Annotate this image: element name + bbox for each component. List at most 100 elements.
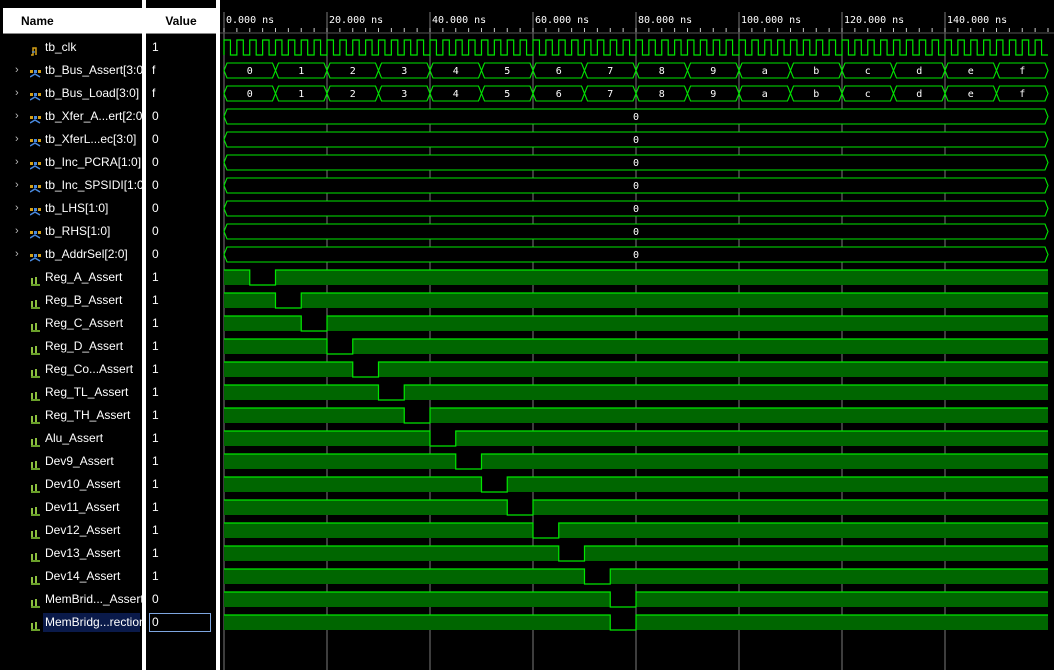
expand-chevron-icon[interactable]: › xyxy=(15,156,19,168)
name-column: Name tb_clk › tb_Bus_Assert[3:0] › tb_Bus_Lo… xyxy=(0,0,142,670)
signal-value-row[interactable]: 0 xyxy=(146,128,216,151)
expand-chevron-icon[interactable]: › xyxy=(15,202,19,214)
signal-name-row[interactable]: › tb_XferL...ec[3:0] xyxy=(0,128,142,151)
bus-segment-value: a xyxy=(762,66,768,77)
signal-name-row[interactable]: › tb_AddrSel[2:0] xyxy=(0,243,142,266)
expand-chevron-icon[interactable]: › xyxy=(15,133,19,145)
signal-value-row[interactable]: 1 xyxy=(146,36,216,59)
signal-name-row[interactable]: Reg_D_Assert xyxy=(0,335,142,358)
signal-value-row[interactable]: 1 xyxy=(146,335,216,358)
signal-name-row[interactable]: tb_clk xyxy=(0,36,142,59)
wave-splitter[interactable] xyxy=(216,0,220,670)
signal-name: Reg_TL_Assert xyxy=(45,385,129,399)
signal-name-row[interactable]: › tb_Bus_Load[3:0] xyxy=(0,82,142,105)
signal-value-row[interactable]: 1 xyxy=(146,519,216,542)
bit-waveform xyxy=(224,591,1048,608)
signal-name-row[interactable]: Reg_TH_Assert xyxy=(0,404,142,427)
signal-value: 1 xyxy=(152,500,159,514)
bus-segment-value: 5 xyxy=(504,66,510,77)
signal-value: 1 xyxy=(152,477,159,491)
expand-chevron-icon[interactable]: › xyxy=(15,179,19,191)
signal-name-row[interactable]: Dev14_Assert xyxy=(0,565,142,588)
signal-value-row[interactable]: 0 xyxy=(146,174,216,197)
signal-value: 1 xyxy=(152,546,159,560)
signal-name: tb_XferL...ec[3:0] xyxy=(45,132,137,146)
signal-name-row[interactable]: Dev10_Assert xyxy=(0,473,142,496)
signal-name-row[interactable]: › tb_Bus_Assert[3:0] xyxy=(0,59,142,82)
signal-value-row[interactable]: 0 xyxy=(146,243,216,266)
bit-waveform xyxy=(224,430,1048,447)
bit-signal-icon xyxy=(30,410,41,424)
signal-name-row[interactable]: Reg_A_Assert xyxy=(0,266,142,289)
bit-waveform xyxy=(224,292,1048,309)
bus-signal-icon xyxy=(29,134,41,147)
signal-name-row[interactable]: Dev11_Assert xyxy=(0,496,142,519)
signal-value: 1 xyxy=(152,408,159,422)
bus-segment-value: c xyxy=(865,89,871,100)
expand-chevron-icon[interactable]: › xyxy=(15,110,19,122)
signal-value-row[interactable]: 1 xyxy=(146,266,216,289)
signal-value-row[interactable]: 1 xyxy=(146,565,216,588)
bit-signal-icon xyxy=(30,433,41,447)
signal-name-row[interactable]: MemBrid..._Assert xyxy=(0,588,142,611)
signal-value-row[interactable]: 1 xyxy=(146,450,216,473)
signal-value-row[interactable]: 0 xyxy=(146,220,216,243)
signal-value-row[interactable]: 1 xyxy=(146,381,216,404)
signal-name: Reg_TH_Assert xyxy=(45,408,131,422)
expand-chevron-icon[interactable]: › xyxy=(15,64,19,76)
signal-value: 1 xyxy=(152,431,159,445)
bit-signal-icon xyxy=(30,456,41,470)
signal-name-row[interactable]: MemBridg...rection xyxy=(0,611,142,634)
signal-value-row[interactable]: 1 xyxy=(146,312,216,335)
waveform-panel[interactable]: 0.000 ns 20.000 ns 40.000 ns 60.000 ns 80.00… xyxy=(220,0,1054,670)
signal-name: tb_Inc_SPSIDI[1:0] xyxy=(45,178,142,192)
signal-name-row[interactable]: Reg_B_Assert xyxy=(0,289,142,312)
signal-value-row[interactable]: 0 xyxy=(146,611,216,634)
signal-value-row[interactable]: 0 xyxy=(146,197,216,220)
signal-value: f xyxy=(152,86,156,100)
signal-name-row[interactable]: Reg_Co...Assert xyxy=(0,358,142,381)
high-level-fill xyxy=(224,523,533,538)
name-column-header[interactable]: Name xyxy=(3,8,142,34)
signal-value-row[interactable]: 1 xyxy=(146,289,216,312)
expand-chevron-icon[interactable]: › xyxy=(15,225,19,237)
signal-name-row[interactable]: Dev12_Assert xyxy=(0,519,142,542)
bus-segment-value: 1 xyxy=(298,66,304,77)
signal-value-row[interactable]: 1 xyxy=(146,473,216,496)
signal-name-row[interactable]: › tb_Inc_SPSIDI[1:0] xyxy=(0,174,142,197)
signal-name-row[interactable]: Alu_Assert xyxy=(0,427,142,450)
signal-name-row[interactable]: › tb_RHS[1:0] xyxy=(0,220,142,243)
signal-name-row[interactable]: Reg_TL_Assert xyxy=(0,381,142,404)
expand-chevron-icon[interactable]: › xyxy=(15,87,19,99)
signal-name: Dev10_Assert xyxy=(45,477,121,491)
signal-value-row[interactable]: f xyxy=(146,82,216,105)
signal-name-row[interactable]: Dev9_Assert xyxy=(0,450,142,473)
column-splitter[interactable] xyxy=(142,0,146,670)
signal-value-row[interactable]: 1 xyxy=(146,358,216,381)
signal-value: 0 xyxy=(152,247,159,261)
signal-name-row[interactable]: Reg_C_Assert xyxy=(0,312,142,335)
signal-name-row[interactable]: › tb_Inc_PCRA[1:0] xyxy=(0,151,142,174)
value-column-header[interactable]: Value xyxy=(146,8,216,34)
signal-value-row[interactable]: f xyxy=(146,59,216,82)
signal-value-row[interactable]: 1 xyxy=(146,542,216,565)
time-tick-label: 60.000 ns xyxy=(535,15,589,26)
signal-value-row[interactable]: 0 xyxy=(146,588,216,611)
value-edit-box[interactable] xyxy=(149,613,211,632)
high-level-fill xyxy=(275,270,1048,285)
expand-chevron-icon[interactable]: › xyxy=(15,248,19,260)
signal-value-row[interactable]: 1 xyxy=(146,496,216,519)
signal-name-row[interactable]: › tb_Xfer_A...ert[2:0] xyxy=(0,105,142,128)
signal-name-row[interactable]: › tb_LHS[1:0] xyxy=(0,197,142,220)
bus-segment-value: e xyxy=(968,66,974,77)
bus-segment-value: e xyxy=(968,89,974,100)
high-level-fill xyxy=(558,523,1048,538)
signal-value-row[interactable]: 1 xyxy=(146,427,216,450)
signal-value-row[interactable]: 1 xyxy=(146,404,216,427)
signal-name-row[interactable]: Dev13_Assert xyxy=(0,542,142,565)
signal-value-row[interactable]: 0 xyxy=(146,151,216,174)
high-level-fill xyxy=(224,569,585,584)
bus-signal-icon xyxy=(29,226,41,239)
bit-signal-icon xyxy=(30,479,41,493)
signal-value-row[interactable]: 0 xyxy=(146,105,216,128)
